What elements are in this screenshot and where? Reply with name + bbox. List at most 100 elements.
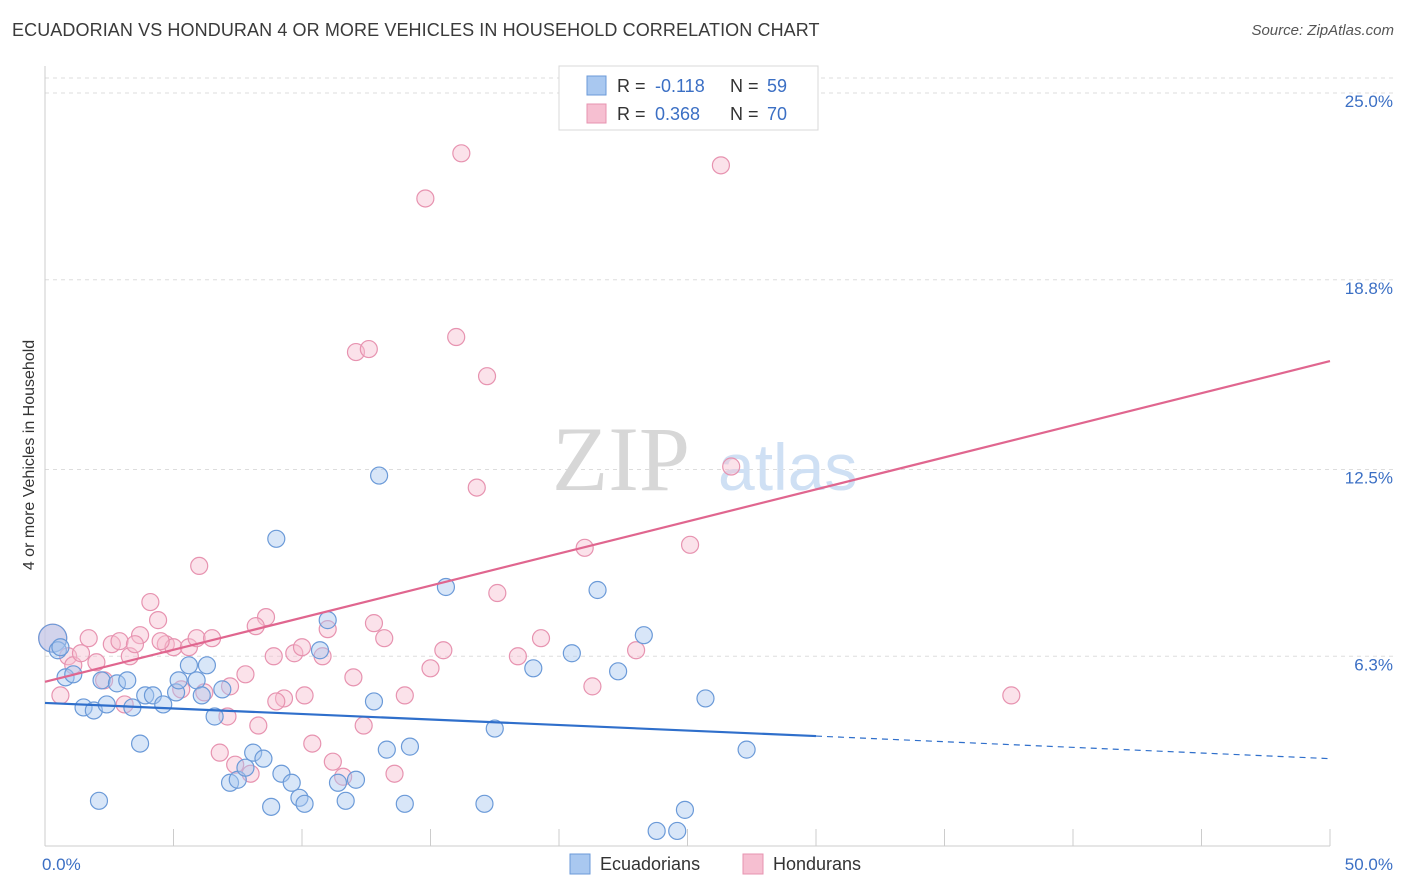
ecuadorian-point-46 bbox=[609, 662, 628, 681]
ecuadorian-point-34 bbox=[336, 791, 355, 810]
ecuadorian-point-28 bbox=[282, 773, 301, 792]
ecuadorian-point-27 bbox=[272, 764, 291, 783]
y-tick-label-0: 6.3% bbox=[1354, 655, 1393, 674]
ecuadorian-point-53 bbox=[262, 797, 281, 816]
honduran-point-50 bbox=[508, 647, 527, 666]
ecuadorian-point-36 bbox=[364, 692, 384, 711]
watermark-zip: ZIP bbox=[552, 408, 690, 510]
ecuadorian-point-51 bbox=[696, 689, 715, 708]
legend-r-value-1: -0.118 bbox=[655, 76, 705, 96]
honduran-point-45 bbox=[447, 327, 466, 347]
watermark: ZIP atlas bbox=[552, 408, 857, 510]
ecuadorian-point-50 bbox=[675, 800, 695, 819]
honduran-point-12 bbox=[130, 626, 150, 645]
honduran-point-41 bbox=[385, 764, 404, 783]
x-tick-min: 0.0% bbox=[42, 855, 81, 874]
ecuadorian-point-13 bbox=[143, 686, 163, 705]
y-tick-label-3: 25.0% bbox=[1345, 92, 1393, 111]
legend-r-label-2: R = bbox=[617, 104, 646, 124]
ecuadorian-point-47 bbox=[634, 626, 653, 645]
ecuadorian-point-37 bbox=[377, 740, 396, 759]
honduran-point-47 bbox=[467, 478, 486, 497]
legend-n-value-2: 70 bbox=[767, 104, 787, 124]
ecuadorian-trend-extension bbox=[815, 735, 1331, 760]
honduran-point-64 bbox=[267, 692, 286, 711]
y-tick-label-2: 18.8% bbox=[1345, 279, 1393, 298]
honduran-point-49 bbox=[488, 583, 507, 603]
honduran-point-22 bbox=[210, 743, 229, 762]
stats-legend: R = -0.118 N = 59 R = 0.368 N = 70 bbox=[558, 65, 819, 131]
ecuadorian-point-25 bbox=[244, 743, 263, 762]
legend-r-value-2: 0.368 bbox=[655, 104, 700, 124]
honduran-point-4 bbox=[71, 644, 91, 663]
honduran-point-1 bbox=[51, 686, 70, 705]
honduran-point-5 bbox=[79, 629, 98, 648]
ecuadorian-point-39 bbox=[400, 737, 420, 756]
legend-swatch-hondurans bbox=[586, 103, 607, 124]
bottom-legend-hondurans: Hondurans bbox=[773, 854, 861, 874]
honduran-point-56 bbox=[711, 156, 731, 175]
ecuadorian-point-1 bbox=[48, 641, 67, 660]
bottom-legend-swatch-hondurans bbox=[742, 853, 764, 875]
ecuadorian-point-41 bbox=[475, 794, 494, 813]
honduran-point-46 bbox=[452, 144, 471, 163]
honduran-point-35 bbox=[323, 752, 342, 771]
honduran-point-55 bbox=[680, 535, 700, 554]
ecuadorian-point-8 bbox=[107, 674, 127, 693]
honduran-point-24 bbox=[226, 755, 245, 774]
watermark-atlas: atlas bbox=[718, 430, 857, 504]
ecuadorian-point-26 bbox=[254, 749, 273, 768]
honduran-point-33 bbox=[303, 734, 322, 753]
ecuadorian-point-49 bbox=[668, 821, 687, 841]
honduran-point-61 bbox=[359, 339, 378, 359]
legend-swatch-ecuadorians bbox=[586, 75, 607, 96]
honduran-point-48 bbox=[477, 367, 497, 386]
bottom-legend-ecuadorians: Ecuadorians bbox=[600, 854, 700, 874]
ecuadorian-point-17 bbox=[179, 656, 199, 675]
chart-source: Source: ZipAtlas.com bbox=[1251, 22, 1394, 39]
honduran-point-53 bbox=[583, 677, 602, 696]
honduran-point-6 bbox=[87, 653, 106, 672]
ecuadorian-trend-line bbox=[44, 701, 817, 738]
honduran-trend-line bbox=[44, 360, 1331, 683]
honduran-point-38 bbox=[354, 716, 373, 735]
ecuadorian-point-6 bbox=[92, 671, 111, 690]
legend-r-label-1: R = bbox=[617, 76, 646, 96]
ecuadorian-point-44 bbox=[562, 644, 581, 663]
series-legend: Ecuadorians Hondurans bbox=[569, 853, 861, 875]
ecuadorian-point-19 bbox=[197, 656, 217, 675]
honduran-point-43 bbox=[421, 659, 440, 678]
ecuadorian-point-38 bbox=[395, 794, 414, 813]
honduran-point-62 bbox=[292, 638, 312, 657]
honduran-point-51 bbox=[531, 629, 551, 648]
ecuadorian-point-57 bbox=[51, 638, 70, 657]
y-axis-label: 4 or more Vehicles in Household bbox=[21, 340, 38, 570]
ecuadorian-point-16 bbox=[169, 671, 188, 690]
honduran-point-67 bbox=[190, 556, 209, 576]
legend-n-label-1: N = bbox=[730, 76, 759, 96]
bottom-legend-swatch-ecuadorians bbox=[569, 853, 591, 875]
ecuadorian-point-43 bbox=[524, 659, 543, 678]
ecuadorian-point-42 bbox=[485, 719, 504, 738]
ecuadorian-point-14 bbox=[154, 695, 173, 714]
honduran-point-37 bbox=[344, 668, 363, 687]
ecuadorian-point-58 bbox=[192, 686, 211, 705]
y-tick-label-1: 12.5% bbox=[1345, 469, 1393, 488]
ecuadorian-point-18 bbox=[187, 671, 206, 690]
ecuadorian-point-55 bbox=[267, 529, 286, 548]
ecuadorian-point-33 bbox=[328, 773, 348, 792]
legend-n-value-1: 59 bbox=[767, 76, 787, 96]
honduran-point-57 bbox=[722, 457, 741, 476]
trend-lines bbox=[44, 360, 1331, 760]
honduran-point-29 bbox=[264, 647, 283, 666]
honduran-point-32 bbox=[295, 686, 314, 705]
honduran-point-66 bbox=[151, 632, 170, 651]
x-tick-max: 50.0% bbox=[1345, 855, 1393, 874]
honduran-point-25 bbox=[236, 665, 255, 684]
legend-n-label-2: N = bbox=[730, 104, 759, 124]
ecuadorian-point-30 bbox=[295, 794, 314, 813]
honduran-point-39 bbox=[364, 614, 384, 633]
ecuadorian-point-4 bbox=[74, 698, 93, 717]
hondurans-points bbox=[38, 144, 1021, 786]
